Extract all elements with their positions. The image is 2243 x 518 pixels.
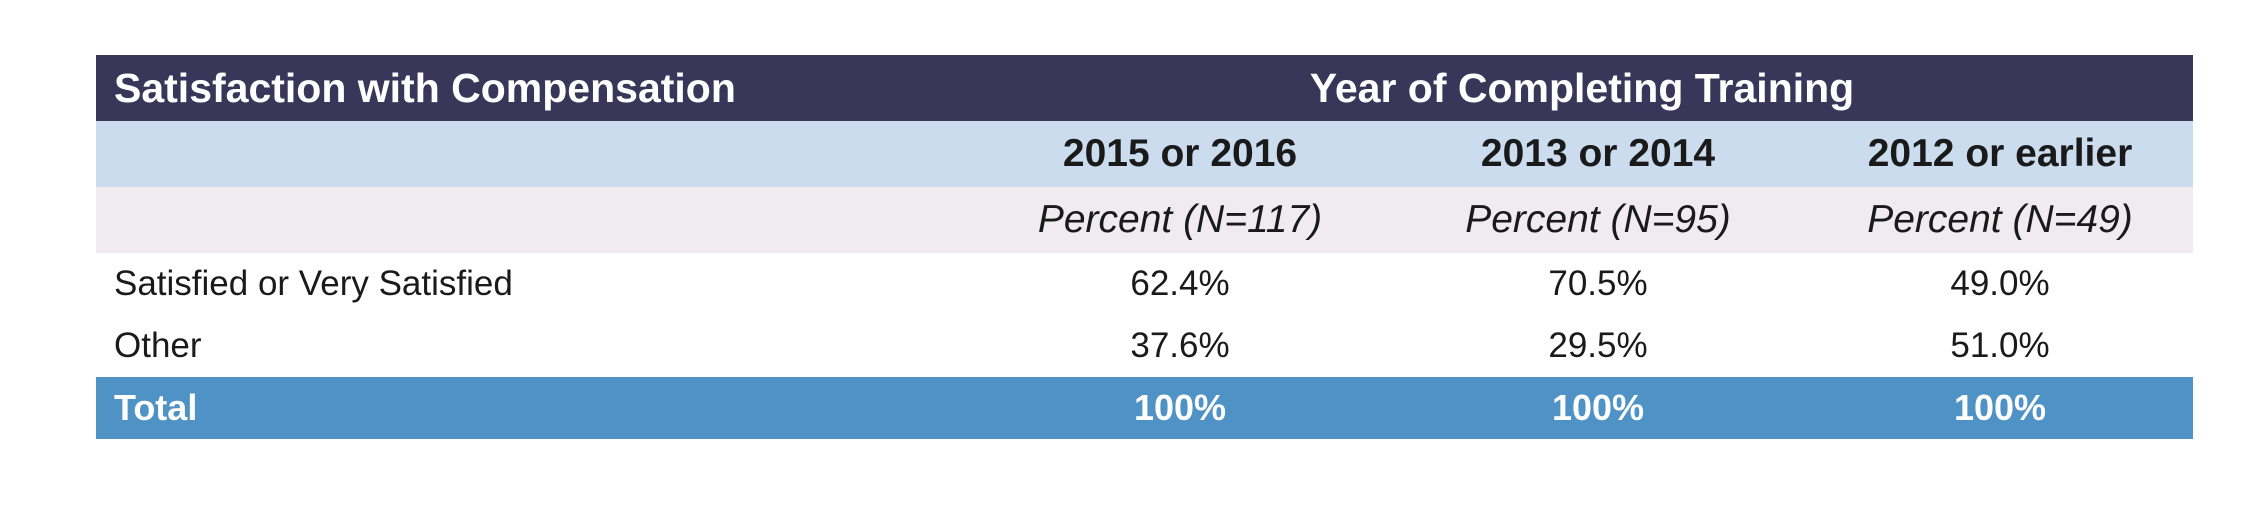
total-label: Total bbox=[114, 387, 198, 428]
row-label: Satisfied or Very Satisfied bbox=[114, 264, 513, 303]
column-header: 2013 or 2014 bbox=[1480, 132, 1716, 175]
cell-value: 37.6% bbox=[1130, 326, 1230, 365]
compensation-satisfaction-table: Satisfaction with Compensation Year of C… bbox=[96, 55, 2193, 439]
cell-value: 62.4% bbox=[1130, 264, 1230, 303]
unit-label: Percent (N=95) bbox=[1465, 198, 1731, 241]
column-header: 2012 or earlier bbox=[1867, 132, 2133, 175]
cell-value: 49.0% bbox=[1950, 264, 2050, 303]
total-value: 100% bbox=[1133, 387, 1227, 428]
column-group-label: Year of Completing Training bbox=[1309, 64, 1855, 111]
table-row: Satisfied or Very Satisfied 62.4% 70.5% … bbox=[96, 253, 2193, 315]
row-label: Other bbox=[114, 326, 202, 365]
unit-row: Percent (N=117) Percent (N=95) Percent (… bbox=[96, 187, 2193, 253]
table-row: Other 37.6% 29.5% 51.0% bbox=[96, 315, 2193, 377]
row-header-label: Satisfaction with Compensation bbox=[114, 64, 736, 111]
total-value: 100% bbox=[1551, 387, 1645, 428]
cell-value: 70.5% bbox=[1548, 264, 1648, 303]
total-row: Total 100% 100% 100% bbox=[96, 377, 2193, 439]
unit-label: Percent (N=117) bbox=[1037, 198, 1323, 241]
total-value: 100% bbox=[1953, 387, 2047, 428]
column-header-row: 2015 or 2016 2013 or 2014 2012 or earlie… bbox=[96, 121, 2193, 187]
cell-value: 29.5% bbox=[1548, 326, 1648, 365]
table-header-row: Satisfaction with Compensation Year of C… bbox=[96, 55, 2193, 121]
column-header: 2015 or 2016 bbox=[1062, 132, 1298, 175]
cell-value: 51.0% bbox=[1950, 326, 2050, 365]
unit-label: Percent (N=49) bbox=[1867, 198, 2133, 241]
